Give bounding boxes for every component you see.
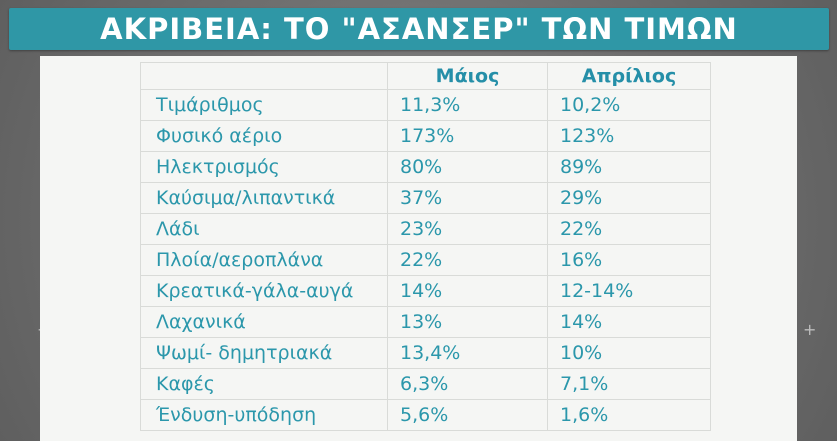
april-value-cell: 10% <box>547 337 711 369</box>
may-value-cell: 11,3% <box>387 89 548 121</box>
may-value-cell: 23% <box>387 213 548 245</box>
may-value-cell: 5,6% <box>387 399 548 431</box>
item-name-cell: Πλοία/αεροπλάνα <box>140 244 388 276</box>
item-name-cell: Ηλεκτρισμός <box>140 151 388 183</box>
table-row: Καύσιμα/λιπαντικά 37% 29% <box>140 182 711 214</box>
april-value-cell: 1,6% <box>547 399 711 431</box>
item-name-cell: Ψωμί- δημητριακά <box>140 337 388 369</box>
item-name-cell: Τιμάριθμος <box>140 89 388 121</box>
table-row: Καφές 6,3% 7,1% <box>140 368 711 400</box>
april-value-cell: 22% <box>547 213 711 245</box>
may-value-cell: 80% <box>387 151 548 183</box>
price-change-table: Μάιος Απρίλιος Τιμάριθμος 11,3% 10,2% Φυσικ… <box>140 62 711 431</box>
may-value-cell: 22% <box>387 244 548 276</box>
table-row: Ένδυση-υπόδηση 5,6% 1,6% <box>140 399 711 431</box>
item-name-cell: Κρεατικά-γάλα-αυγά <box>140 275 388 307</box>
april-value-cell: 7,1% <box>547 368 711 400</box>
header-cell-may: Μάιος <box>387 62 548 90</box>
april-value-cell: 10,2% <box>547 89 711 121</box>
may-value-cell: 173% <box>387 120 548 152</box>
item-name-cell: Λάδι <box>140 213 388 245</box>
price-table-panel: Μάιος Απρίλιος Τιμάριθμος 11,3% 10,2% Φυσικ… <box>40 56 797 441</box>
item-name-cell: Ένδυση-υπόδηση <box>140 399 388 431</box>
decorative-plus-icon: + <box>803 320 817 339</box>
may-value-cell: 6,3% <box>387 368 548 400</box>
title-banner: ΑΚΡΙΒΕΙΑ: ΤΟ "ΑΣΑΝΣΕΡ" ΤΩΝ ΤΙΜΩΝ <box>9 8 829 50</box>
april-value-cell: 14% <box>547 306 711 338</box>
page-title: ΑΚΡΙΒΕΙΑ: ΤΟ "ΑΣΑΝΣΕΡ" ΤΩΝ ΤΙΜΩΝ <box>100 12 738 46</box>
april-value-cell: 12-14% <box>547 275 711 307</box>
table-row: Λαχανικά 13% 14% <box>140 306 711 338</box>
table-row: Τιμάριθμος 11,3% 10,2% <box>140 89 711 121</box>
table-header-row: Μάιος Απρίλιος <box>140 62 711 90</box>
april-value-cell: 123% <box>547 120 711 152</box>
item-name-cell: Φυσικό αέριο <box>140 120 388 152</box>
table-row: Λάδι 23% 22% <box>140 213 711 245</box>
item-name-cell: Λαχανικά <box>140 306 388 338</box>
table-row: Ηλεκτρισμός 80% 89% <box>140 151 711 183</box>
item-name-cell: Καφές <box>140 368 388 400</box>
item-name-cell: Καύσιμα/λιπαντικά <box>140 182 388 214</box>
april-value-cell: 16% <box>547 244 711 276</box>
april-value-cell: 89% <box>547 151 711 183</box>
table-row: Ψωμί- δημητριακά 13,4% 10% <box>140 337 711 369</box>
header-cell-april: Απρίλιος <box>547 62 711 90</box>
header-cell-item <box>140 62 388 90</box>
table-row: Κρεατικά-γάλα-αυγά 14% 12-14% <box>140 275 711 307</box>
may-value-cell: 14% <box>387 275 548 307</box>
table-row: Φυσικό αέριο 173% 123% <box>140 120 711 152</box>
may-value-cell: 37% <box>387 182 548 214</box>
may-value-cell: 13,4% <box>387 337 548 369</box>
april-value-cell: 29% <box>547 182 711 214</box>
may-value-cell: 13% <box>387 306 548 338</box>
table-row: Πλοία/αεροπλάνα 22% 16% <box>140 244 711 276</box>
